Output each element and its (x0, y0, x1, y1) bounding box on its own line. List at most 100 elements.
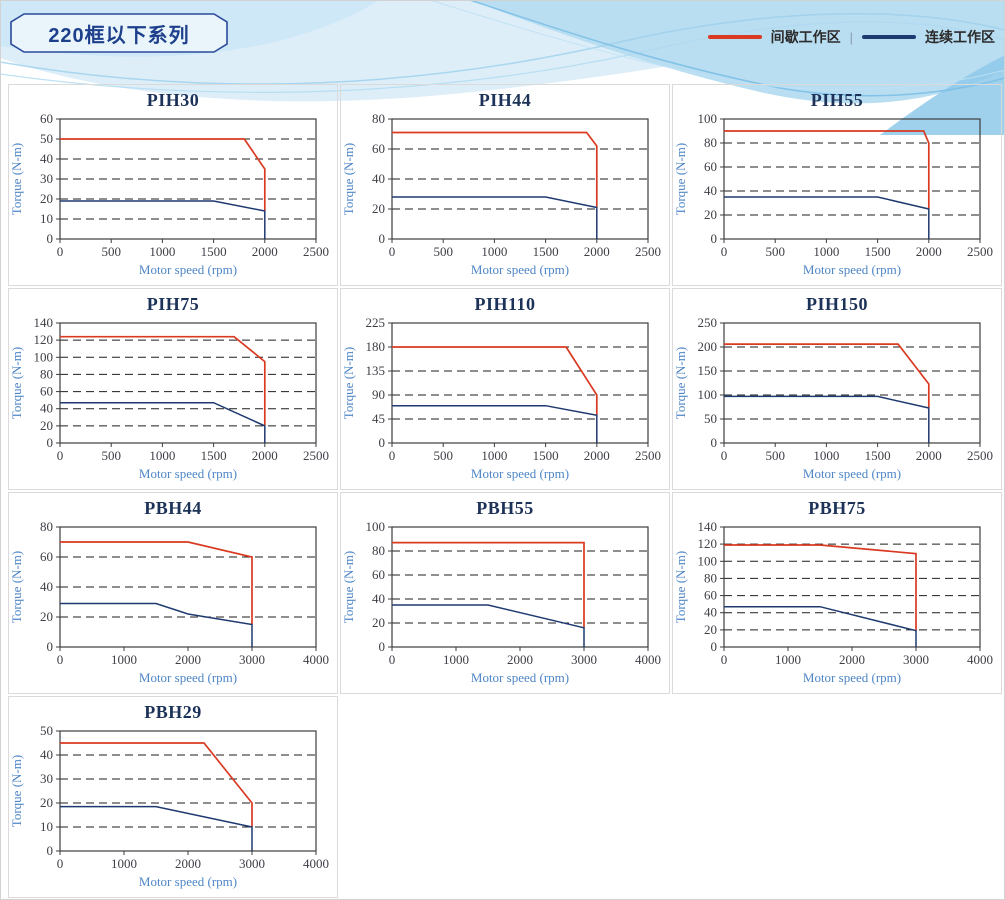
x-tick-label: 1500 (201, 448, 227, 463)
plot-box (59, 118, 317, 240)
y-tick-label: 0 (47, 843, 54, 858)
chart-card-pbh44: PBH44 0 20 40 60 80 0 1000 2000 3000 4000 Torque (N… (8, 492, 338, 694)
x-tick-label: 2000 (839, 652, 865, 667)
x-tick-label: 1000 (149, 448, 175, 463)
x-tick-label: 0 (721, 244, 728, 259)
x-tick-label: 1000 (813, 244, 839, 259)
series-line-continuous (60, 401, 266, 443)
y-tick-label: 140 (698, 519, 718, 534)
y-tick-label: 45 (372, 411, 385, 426)
x-tick-label: 500 (433, 448, 453, 463)
chart-card-pih44: PIH44 0 20 40 60 80 0 500 1000 1500 2000 2500 Torque… (340, 84, 670, 286)
x-tick-label: 1000 (775, 652, 801, 667)
y-tick-label: 50 (704, 411, 717, 426)
chart-title: PIH110 (474, 294, 536, 314)
x-tick-label: 1000 (481, 244, 507, 259)
x-tick-label: 0 (389, 652, 396, 667)
y-tick-label: 80 (704, 135, 717, 150)
y-tick-label: 20 (40, 191, 53, 206)
legend-continuous-line-icon (862, 35, 916, 39)
x-axis-label: Motor speed (rpm) (139, 466, 237, 481)
chart-card-pih110: PIH110 0 45 90 135 180 225 0 500 1000 1500 2000 2500… (340, 288, 670, 490)
y-tick-label: 20 (704, 622, 717, 637)
y-axis-label: Torque (N-m) (674, 551, 688, 623)
plot-box (391, 118, 649, 240)
chart-title: PBH44 (144, 498, 202, 518)
series-line-intermittent (724, 343, 930, 408)
y-tick-label: 60 (704, 588, 717, 603)
y-tick-label: 100 (698, 111, 718, 126)
x-axis-label: Motor speed (rpm) (803, 262, 901, 277)
y-tick-label: 40 (40, 747, 53, 762)
y-tick-label: 0 (47, 639, 54, 654)
x-tick-label: 0 (57, 652, 64, 667)
x-tick-label: 4000 (967, 652, 993, 667)
series-badge: 220框以下系列 (10, 13, 228, 53)
chart-plot-pih75: 0 20 40 60 80 100 120 140 0 500 1000 1500 2000 2500 To… (10, 315, 329, 481)
chart-title: PIH55 (810, 90, 864, 110)
series-line-continuous (392, 196, 598, 239)
plot-box (723, 118, 981, 240)
y-tick-label: 80 (40, 366, 53, 381)
y-tick-label: 0 (711, 435, 718, 450)
plot-box (59, 526, 317, 648)
y-tick-label: 40 (704, 605, 717, 620)
x-axis-label: Motor speed (rpm) (471, 670, 569, 685)
series-line-continuous (60, 805, 253, 851)
y-tick-label: 60 (372, 141, 385, 156)
y-tick-label: 80 (372, 543, 385, 558)
x-tick-label: 1500 (533, 448, 559, 463)
chart-card-pih55: PIH55 0 20 40 60 80 100 0 500 1000 1500 2000 2500 Tor… (672, 84, 1002, 286)
charts-grid: PIH30 0 10 20 30 40 50 60 0 500 1000 1500 2000 2500 To… (8, 84, 1002, 898)
y-tick-label: 80 (372, 111, 385, 126)
series-line-intermittent (392, 541, 585, 628)
wave-banner (0, 0, 1005, 135)
chart-title: PIH150 (805, 294, 868, 314)
y-tick-label: 140 (34, 315, 54, 330)
x-tick-label: 0 (389, 448, 396, 463)
y-tick-label: 0 (47, 231, 54, 246)
y-tick-label: 40 (40, 579, 53, 594)
y-tick-label: 80 (704, 570, 717, 585)
x-tick-label: 0 (721, 448, 728, 463)
series-line-intermittent (392, 346, 598, 416)
x-tick-label: 0 (57, 244, 64, 259)
y-tick-label: 60 (372, 567, 385, 582)
x-tick-label: 1500 (865, 448, 891, 463)
x-tick-label: 2500 (635, 244, 661, 259)
plot-box (59, 730, 317, 852)
y-axis-label: Torque (N-m) (342, 551, 356, 623)
y-tick-label: 120 (698, 536, 718, 551)
series-line-continuous (724, 196, 930, 239)
x-tick-label: 2000 (916, 448, 942, 463)
y-tick-label: 0 (379, 435, 386, 450)
chart-card-pih30: PIH30 0 10 20 30 40 50 60 0 500 1000 1500 2000 2500 To… (8, 84, 338, 286)
chart-card-pih75: PIH75 0 20 40 60 80 100 120 140 0 500 1000 1500 2000 2… (8, 288, 338, 490)
x-tick-label: 2000 (175, 856, 201, 871)
y-tick-label: 180 (366, 339, 386, 354)
series-line-intermittent (724, 130, 930, 209)
x-tick-label: 3000 (571, 652, 597, 667)
y-tick-label: 20 (40, 418, 53, 433)
x-tick-label: 2500 (303, 244, 329, 259)
y-tick-label: 20 (372, 615, 385, 630)
series-line-continuous (60, 200, 266, 239)
y-tick-label: 40 (704, 183, 717, 198)
x-axis-label: Motor speed (rpm) (139, 874, 237, 889)
chart-card-pbh29: PBH29 0 10 20 30 40 50 0 1000 2000 3000 4000 Torque … (8, 696, 338, 898)
series-line-continuous (60, 602, 253, 647)
x-tick-label: 500 (433, 244, 453, 259)
chart-plot-pbh44: 0 20 40 60 80 0 1000 2000 3000 4000 Torque (N-m) Mo… (10, 519, 329, 685)
x-tick-label: 2500 (967, 448, 993, 463)
x-tick-label: 1500 (865, 244, 891, 259)
x-tick-label: 500 (101, 448, 121, 463)
x-tick-label: 2500 (635, 448, 661, 463)
x-tick-label: 1000 (149, 244, 175, 259)
y-tick-label: 40 (40, 401, 53, 416)
y-tick-label: 60 (40, 549, 53, 564)
y-tick-label: 20 (372, 201, 385, 216)
x-axis-label: Motor speed (rpm) (471, 262, 569, 277)
y-tick-label: 150 (698, 363, 718, 378)
